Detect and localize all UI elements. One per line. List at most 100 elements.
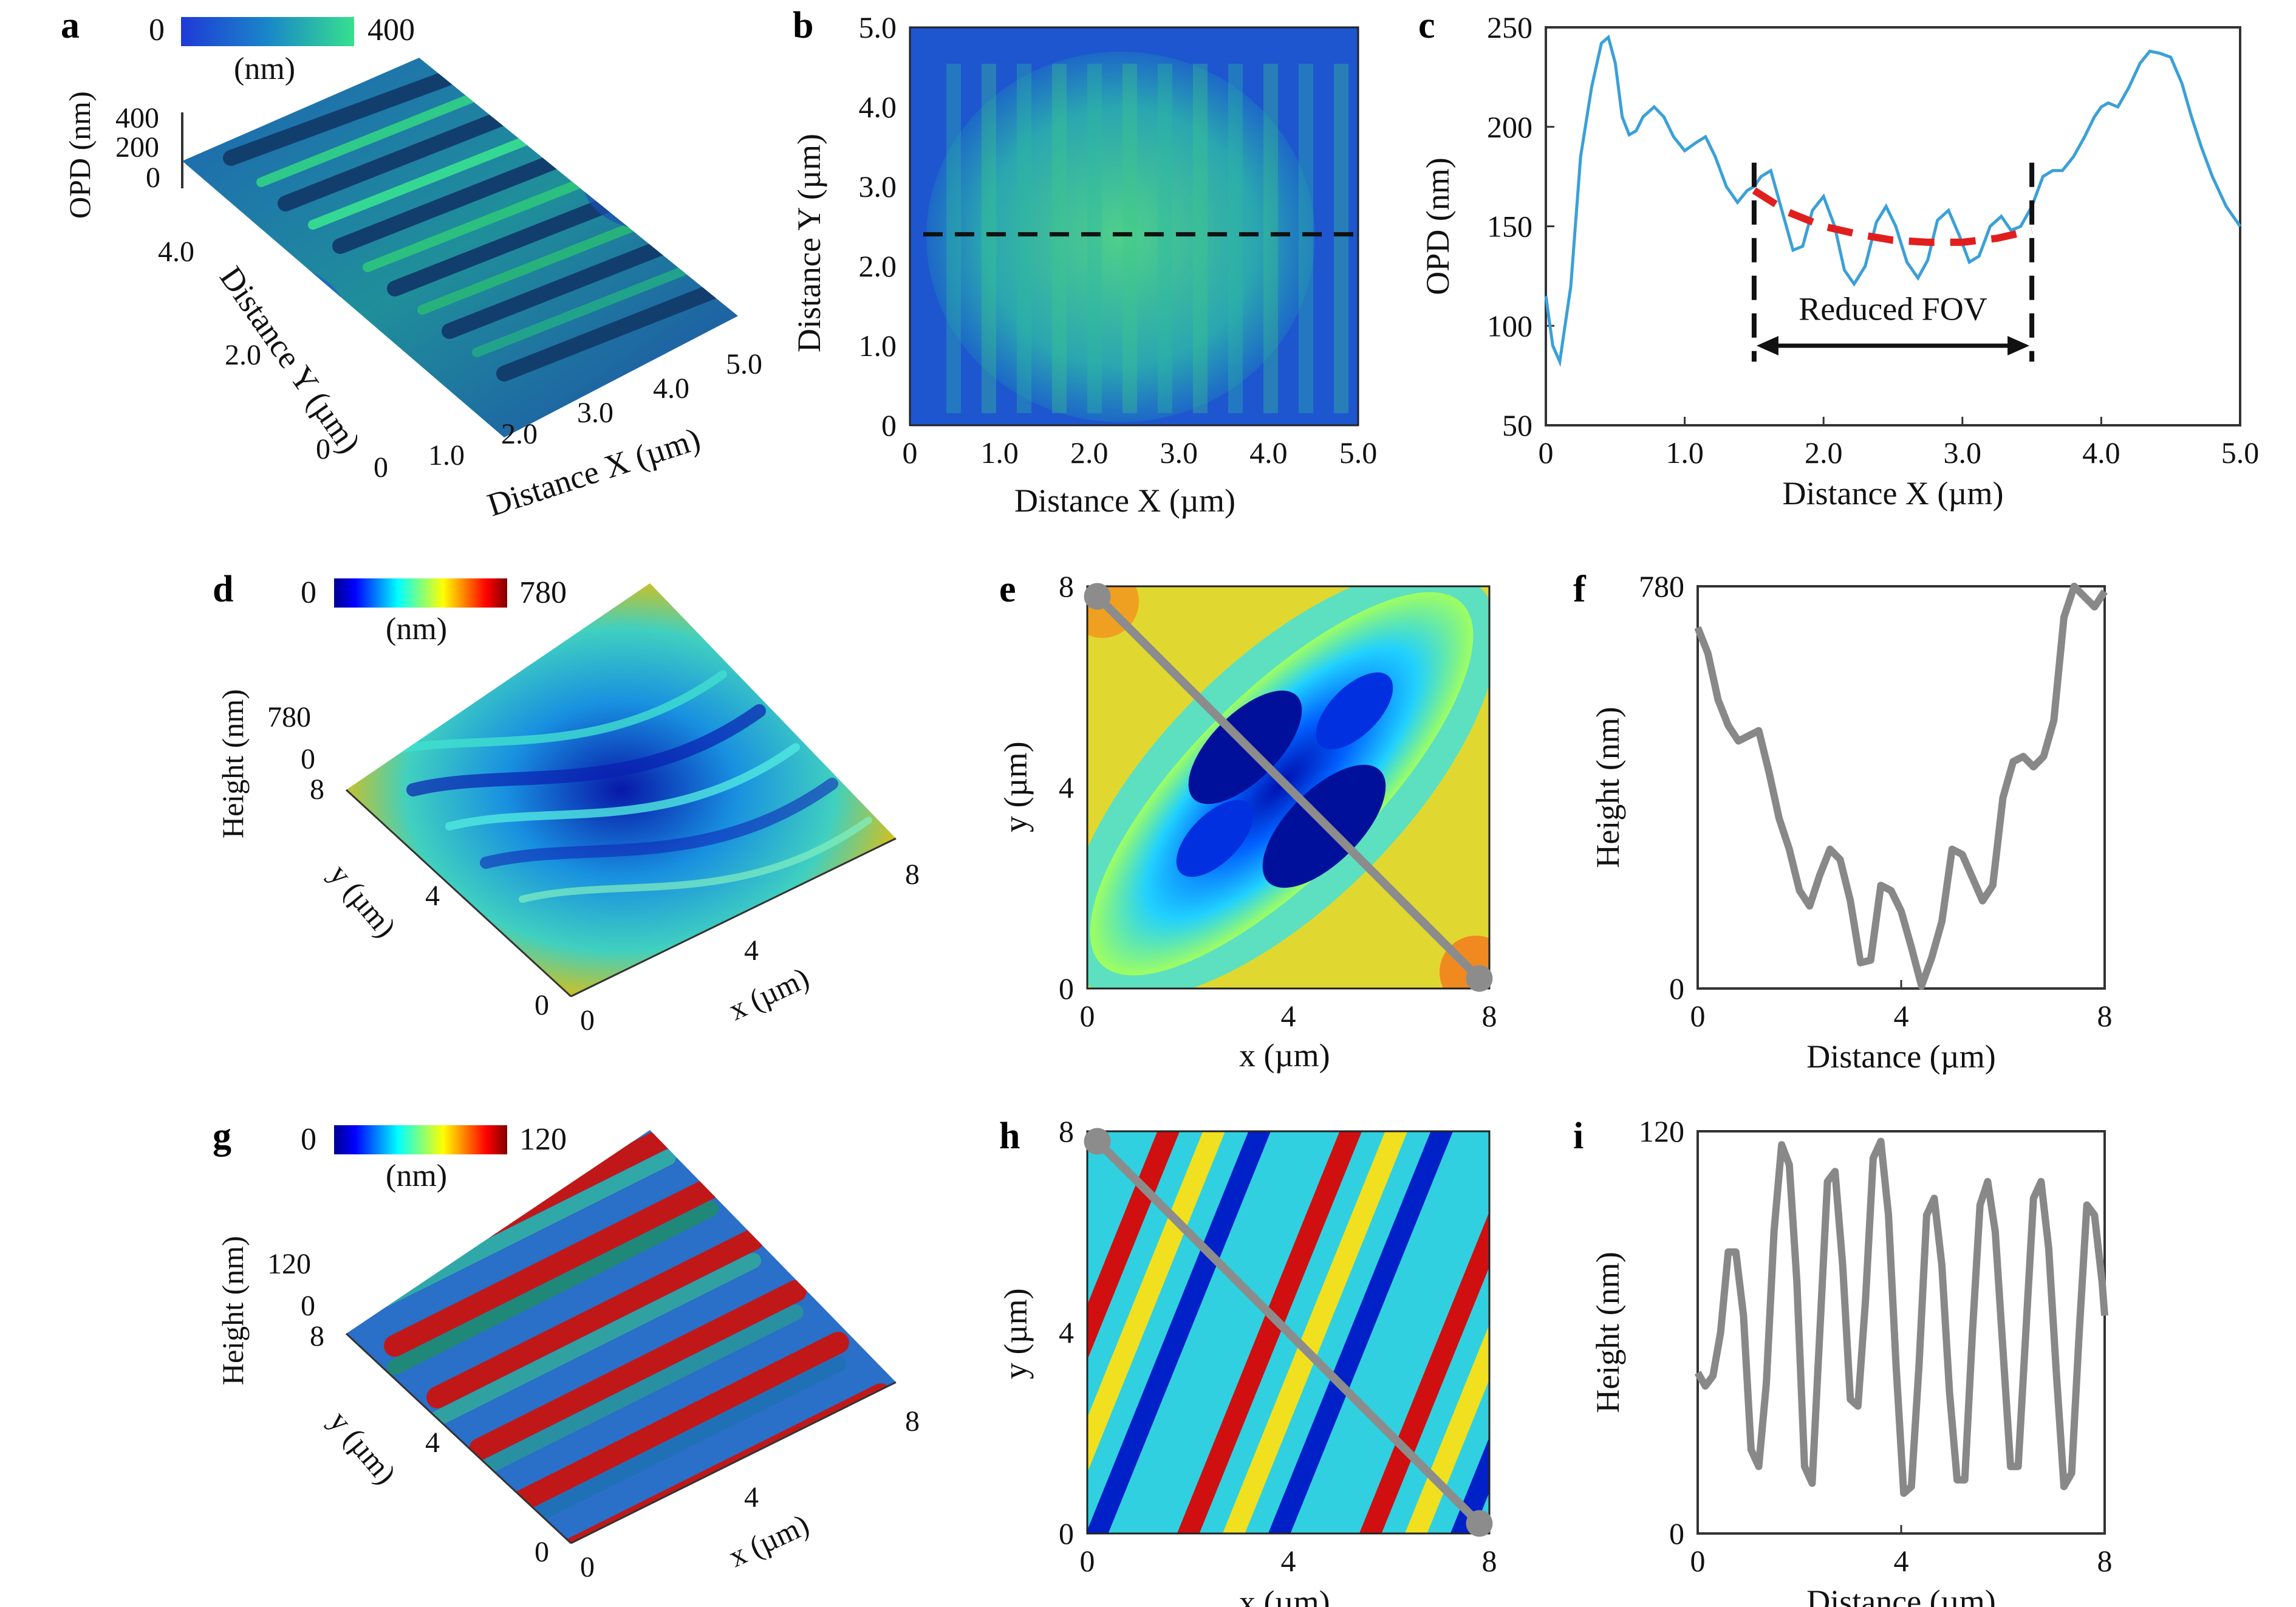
- surface-d: [346, 583, 896, 996]
- heatmap-b-stripe: [1193, 64, 1208, 413]
- colorbar-a-min: 0: [149, 13, 165, 47]
- b-ytick-label: 5.0: [859, 10, 897, 44]
- f-xtick-label: 8: [2097, 999, 2113, 1033]
- xlabel-i: Distance (µm): [1806, 1583, 1996, 1607]
- panel-h: h 0 4 8 0 4 8 y (µm) x (µm): [997, 1107, 1679, 1607]
- i-xtick-label: 4: [1894, 1544, 1909, 1578]
- panel-a: a 0 400 (nm) OPD (nm) 400 200 0: [61, 5, 762, 523]
- xtick-a-2: 2.0: [501, 418, 538, 450]
- panel-g: g 0 120 (nm) Height (nm) 120 0 8 y (µm) …: [213, 1115, 920, 1583]
- c-xtick-label: 0: [1539, 436, 1554, 470]
- b-ytick-label: 4.0: [859, 90, 897, 124]
- yaxis-g: [345, 1332, 572, 1544]
- ztick-a-1: 200: [115, 131, 159, 163]
- b-xtick-label: 1.0: [980, 436, 1019, 470]
- ylabel-h: y (µm): [997, 1288, 1034, 1379]
- panel-b: b 0 1.0 2.0 3.0 4.0 5.0 0 1.0 2.0 3.0 4.0 5.0 Dista…: [791, 5, 1377, 519]
- panel-letter-a: a: [61, 5, 80, 46]
- colorbar-a-max: 400: [367, 13, 415, 47]
- ylabel-g: y (µm): [323, 1404, 403, 1490]
- heatmap-h-ticks: 0 4 8 0 4 8: [1059, 1114, 1497, 1578]
- c-xtick-label: 2.0: [1805, 436, 1843, 470]
- ytick-d-2: 8: [310, 773, 324, 806]
- xlabel-e: x (µm): [1239, 1037, 1330, 1074]
- h-ytick-label: 4: [1059, 1315, 1074, 1349]
- heatmap-b-stripe: [1263, 64, 1278, 413]
- heatmap-b-stripe: [1017, 64, 1031, 413]
- f-xtick-label: 0: [1690, 999, 1706, 1033]
- f-xtick-label: 4: [1894, 999, 1909, 1033]
- heatmap-h-stripe: [1087, 1131, 1226, 1473]
- b-xtick-label: 0: [903, 436, 918, 470]
- panel-letter-g: g: [213, 1115, 231, 1157]
- heatmap-b-stripe: [982, 64, 996, 413]
- heatmap-e-ticks: 0 4 8 0 4 8: [1059, 569, 1497, 1033]
- fov-arrowhead-right: [2007, 336, 2030, 355]
- h-xtick-label: 4: [1281, 1544, 1296, 1578]
- surface-d-waves: [372, 670, 872, 903]
- panel-letter-h: h: [999, 1115, 1020, 1157]
- yaxis-d: [345, 789, 572, 998]
- e-ytick-label: 0: [1059, 971, 1074, 1006]
- xtick-a-5: 5.0: [726, 348, 762, 380]
- heatmap-h-stripe: [1087, 1131, 1180, 1360]
- heatmap-b-stripe: [1334, 64, 1348, 413]
- f-ytick-label: 780: [1639, 569, 1684, 603]
- opd-profile-line: [1544, 34, 2242, 368]
- colorbar-g-max: 120: [519, 1122, 567, 1157]
- xtick-a-1: 1.0: [428, 439, 465, 471]
- heatmap-b-stripe: [1158, 64, 1172, 413]
- xlabel-g: x (µm): [723, 1507, 814, 1574]
- heatmap-h-stripe: [1497, 1107, 1679, 1558]
- panel-f: f 0 4 8 0 780 Height (nm) Distance (µm): [1573, 569, 2113, 1075]
- panel-letter-b: b: [793, 5, 813, 46]
- fit-curve-dashed: [1752, 187, 2033, 246]
- c-ytick-label: 200: [1487, 110, 1532, 144]
- b-xtick-label: 3.0: [1160, 436, 1198, 470]
- heatmap-b-stripe: [1052, 64, 1067, 413]
- b-xtick-label: 2.0: [1070, 436, 1109, 470]
- xlabel-b: Distance X (µm): [1014, 482, 1235, 519]
- plot-frame-f: [1696, 585, 2106, 990]
- c-ytick-label: 250: [1487, 10, 1532, 44]
- zlabel-a: OPD (nm): [63, 91, 97, 219]
- heatmap-h-stripe: [1268, 1131, 1454, 1533]
- e-ytick-label: 4: [1059, 770, 1074, 804]
- ztick-g-1: 0: [301, 1290, 315, 1322]
- ylabel-b: Distance Y (µm): [791, 134, 827, 352]
- profile-line-h: [1094, 1138, 1483, 1527]
- c-xtick-label: 3.0: [1944, 436, 1982, 470]
- profile-start-h: [1084, 1128, 1111, 1155]
- xtick-a-4: 4.0: [653, 372, 689, 405]
- colorbar-d-unit: (nm): [386, 612, 447, 646]
- ztick-a-0: 400: [115, 102, 159, 134]
- panel-d: d 0 780 (nm) Height (nm) 780 0 8 y (µm) …: [213, 569, 920, 1036]
- ytick-d-1: 4: [425, 880, 440, 912]
- colorbar-g: [334, 1125, 507, 1154]
- plot-frame-c: [1545, 26, 2241, 427]
- c-xtick-label: 1.0: [1666, 436, 1704, 470]
- i-xtick-label: 8: [2097, 1544, 2113, 1578]
- ytick-a-0: 0: [316, 433, 330, 465]
- panel-i: i 0 4 8 0 120 Height (nm) Distance (µm): [1573, 1114, 2113, 1607]
- heatmap-h-stripe: [1313, 1131, 1489, 1533]
- height-profile-f: [1694, 583, 2108, 990]
- heatmap-b-stripe: [1087, 64, 1102, 413]
- xtick-g-1: 4: [744, 1481, 759, 1513]
- profile-line-e: [1094, 593, 1483, 982]
- axis-ticks-i: 0 4 8 0 120: [1639, 1114, 2113, 1578]
- heatmap-h-stripe: [1131, 1131, 1317, 1533]
- h-xtick-label: 0: [1080, 1544, 1095, 1578]
- ytick-g-0: 0: [535, 1536, 549, 1568]
- ylabel-f: Height (nm): [1590, 707, 1626, 868]
- ylabel-i: Height (nm): [1590, 1252, 1626, 1413]
- c-xtick-label: 4.0: [2082, 436, 2120, 470]
- b-xtick-label: 5.0: [1339, 436, 1378, 470]
- xtick-g-2: 8: [905, 1405, 920, 1437]
- i-xtick-label: 0: [1690, 1544, 1706, 1578]
- heatmap-h-stripe: [1177, 1131, 1362, 1533]
- b-ytick-label: 2.0: [859, 249, 897, 283]
- colorbar-d-min: 0: [301, 575, 316, 610]
- panel-letter-e: e: [999, 569, 1016, 610]
